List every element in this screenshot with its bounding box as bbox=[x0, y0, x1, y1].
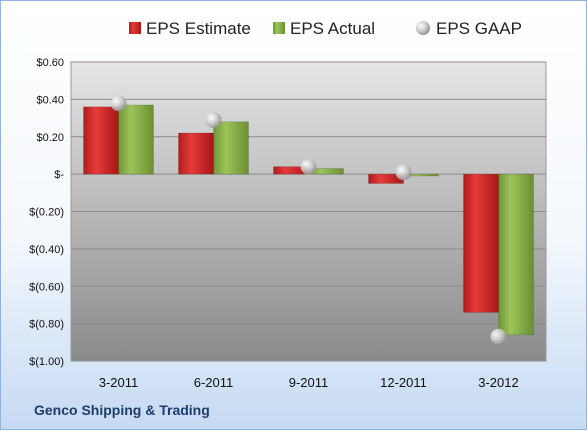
estimate-bar bbox=[178, 132, 214, 175]
legend-swatch-gaap bbox=[416, 21, 430, 35]
y-tick-label: $0.40 bbox=[36, 94, 64, 106]
actual-bar bbox=[118, 104, 154, 175]
y-tick-label: $- bbox=[54, 169, 64, 181]
legend-label-estimate: EPS Estimate bbox=[146, 19, 251, 38]
y-tick-label: $(1.00) bbox=[29, 356, 64, 368]
x-tick-label: 3-2011 bbox=[99, 375, 139, 390]
x-tick-label: 12-2011 bbox=[380, 375, 427, 390]
actual-bar bbox=[213, 121, 249, 175]
legend-swatch-estimate bbox=[129, 22, 141, 34]
y-tick-label: $(0.40) bbox=[29, 244, 64, 256]
estimate-bar bbox=[463, 173, 499, 313]
x-axis-labels: 3-2011 6-2011 9-2011 12-2011 3-2012 bbox=[99, 375, 519, 390]
x-tick-label: 6-2011 bbox=[194, 375, 234, 390]
gaap-marker bbox=[205, 111, 222, 128]
company-name: Genco Shipping & Trading bbox=[34, 402, 210, 418]
y-tick-label: $(0.60) bbox=[29, 281, 64, 293]
y-tick-label: $(0.80) bbox=[29, 319, 64, 331]
legend-swatch-actual bbox=[273, 22, 285, 34]
legend-label-actual: EPS Actual bbox=[290, 19, 375, 38]
y-axis-ticks: $0.60 $0.40 $0.20 $- $(0.20) $(0.40) $(0.60) $(… bbox=[29, 57, 64, 368]
y-tick-label: $0.20 bbox=[36, 132, 64, 144]
gaap-markers bbox=[110, 95, 507, 345]
gaap-marker bbox=[395, 164, 412, 181]
y-tick-label: $0.60 bbox=[36, 57, 64, 69]
gaap-marker bbox=[300, 158, 317, 175]
legend: EPS Estimate EPS Actual EPS GAAP bbox=[129, 19, 522, 38]
gaap-marker bbox=[490, 328, 507, 345]
x-tick-label: 9-2011 bbox=[289, 375, 329, 390]
bars bbox=[83, 104, 534, 336]
y-tick-label: $(0.20) bbox=[29, 207, 64, 219]
legend-label-gaap: EPS GAAP bbox=[436, 19, 522, 38]
x-tick-label: 3-2012 bbox=[478, 375, 518, 390]
gaap-marker bbox=[110, 95, 127, 112]
actual-bar bbox=[498, 173, 534, 336]
estimate-bar bbox=[83, 106, 119, 175]
